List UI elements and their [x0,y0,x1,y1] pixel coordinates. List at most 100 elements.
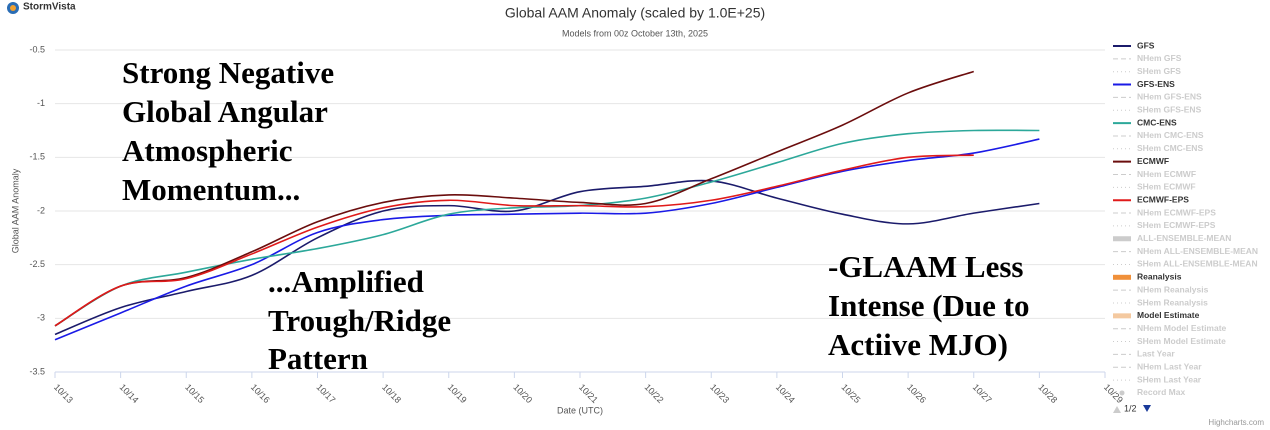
x-tick-label: 10/24 [774,382,797,405]
y-tick-label: -3 [37,313,45,323]
legend-item[interactable]: GFS-ENS [1113,79,1175,89]
legend-label: ECMWF [1137,156,1169,166]
x-tick-label: 10/23 [708,382,731,405]
legend-symbol [1119,390,1125,396]
x-axis-label: Date (UTC) [557,405,603,415]
x-tick-label: 10/21 [577,382,600,405]
annotation: -GLAAM Less [828,249,1023,284]
x-tick-label: 10/27 [971,382,994,405]
pager: 1/2 [1124,403,1137,413]
legend-symbol [1113,236,1131,242]
legend-item[interactable]: SHem CMC-ENS [1113,143,1203,153]
credits: Highcharts.com [1208,418,1264,427]
annotation: Strong Negative [122,55,334,90]
legend-label: SHem GFS-ENS [1137,105,1202,115]
legend-label: Reanalysis [1137,272,1182,282]
legend-label: SHem CMC-ENS [1137,143,1203,153]
legend-label: Model Estimate [1137,310,1200,320]
y-tick-label: -2 [37,205,45,215]
y-tick-label: -1.5 [29,152,45,162]
series-line [54,179,1040,336]
legend-label: SHem ECMWF-EPS [1137,220,1216,230]
legend-item[interactable]: SHem GFS [1113,66,1181,76]
logo-icon [10,5,16,11]
legend-item[interactable]: SHem Last Year [1113,374,1202,384]
annotation: Trough/Ridge [268,303,451,338]
legend-item[interactable]: NHem GFS-ENS [1113,92,1202,102]
legend-item[interactable]: SHem ECMWF-EPS [1113,220,1216,230]
annotation: ...Amplified [268,264,424,299]
y-tick-label: -0.5 [29,44,45,54]
y-axis-label: Global AAM Anomaly [10,168,20,253]
legend-item[interactable]: NHem Reanalysis [1113,284,1209,294]
legend-item[interactable]: NHem GFS [1113,53,1182,63]
legend-item[interactable]: NHem CMC-ENS [1113,130,1204,140]
legend-label: SHem Reanalysis [1137,297,1208,307]
chart-title: Global AAM Anomaly (scaled by 1.0E+25) [505,5,765,21]
legend-label: NHem GFS [1137,53,1182,63]
legend-label: SHem Last Year [1137,374,1202,384]
legend-item[interactable]: ECMWF [1113,156,1169,166]
legend-label: Record Max [1137,387,1185,397]
legend-item[interactable]: Record Max [1119,387,1186,397]
legend-label: NHem CMC-ENS [1137,130,1204,140]
legend-label: GFS [1137,40,1155,50]
x-tick-label: 10/14 [118,382,141,405]
legend-label: SHem ALL-ENSEMBLE-MEAN [1137,259,1258,269]
legend-label: NHem ECMWF-EPS [1137,207,1216,217]
legend-item[interactable]: Model Estimate [1113,310,1200,320]
pager-down[interactable] [1143,405,1151,412]
legend-item[interactable]: ECMWF-EPS [1113,194,1189,204]
legend-symbol [1113,274,1131,280]
legend-item[interactable]: Last Year [1113,349,1175,359]
annotation: Actiive MJO) [828,327,1008,362]
annotation: Pattern [268,341,368,376]
legend-item[interactable]: SHem GFS-ENS [1113,105,1202,115]
legend-item[interactable]: NHem Model Estimate [1113,323,1227,333]
series-line [54,154,974,327]
logo: StormVista [23,2,76,13]
legend-item[interactable]: GFS [1113,40,1155,50]
legend-item[interactable]: ALL-ENSEMBLE-MEAN [1113,233,1231,243]
x-tick-label: 10/13 [52,382,75,405]
annotation: Intense (Due to [828,288,1030,323]
legend-symbol [1113,313,1131,319]
legend-item[interactable]: NHem ECMWF-EPS [1113,207,1216,217]
legend-item[interactable]: SHem ECMWF [1113,182,1196,192]
legend-label: CMC-ENS [1137,117,1177,127]
legend-item[interactable]: SHem ALL-ENSEMBLE-MEAN [1113,259,1258,269]
legend-label: Last Year [1137,349,1175,359]
annotation: Global Angular [122,94,328,129]
legend-label: SHem Model Estimate [1137,336,1226,346]
chart-subtitle: Models from 00z October 13th, 2025 [562,28,708,38]
series-line [54,138,1040,341]
legend-item[interactable]: NHem ECMWF [1113,169,1196,179]
legend-item[interactable]: Reanalysis [1113,272,1182,282]
x-tick-label: 10/16 [249,382,272,405]
legend-item[interactable]: NHem ALL-ENSEMBLE-MEAN [1113,246,1258,256]
legend-label: SHem ECMWF [1137,182,1196,192]
x-tick-label: 10/17 [314,382,337,405]
pager-up[interactable] [1113,406,1121,413]
annotation: Momentum... [122,172,300,207]
legend-label: NHem ALL-ENSEMBLE-MEAN [1137,246,1258,256]
legend-label: GFS-ENS [1137,79,1175,89]
x-tick-label: 10/26 [905,382,928,405]
x-tick-label: 10/19 [446,382,469,405]
legend-item[interactable]: NHem Last Year [1113,362,1202,372]
legend-label: ALL-ENSEMBLE-MEAN [1137,233,1231,243]
legend-label: NHem Model Estimate [1137,323,1227,333]
x-tick-label: 10/25 [839,382,862,405]
x-tick-label: 10/18 [380,382,403,405]
x-tick-label: 10/22 [643,382,666,405]
legend-item[interactable]: CMC-ENS [1113,117,1177,127]
legend-label: SHem GFS [1137,66,1181,76]
annotation: Atmospheric [122,133,292,168]
legend-label: NHem ECMWF [1137,169,1196,179]
legend-item[interactable]: SHem Model Estimate [1113,336,1226,346]
legend-item[interactable]: SHem Reanalysis [1113,297,1208,307]
legend-label: NHem GFS-ENS [1137,92,1202,102]
y-tick-label: -3.5 [29,366,45,376]
legend-label: NHem Reanalysis [1137,284,1209,294]
legend-label: NHem Last Year [1137,362,1202,372]
